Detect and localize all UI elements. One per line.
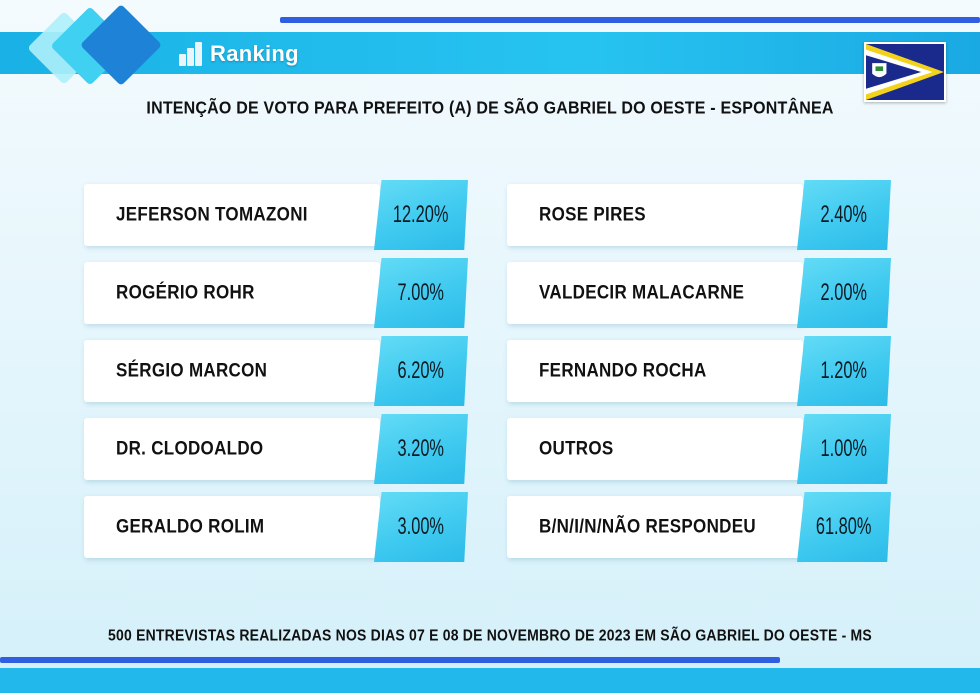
candidate-name-box: DR. CLODOALDO [84,418,380,480]
candidate-name-box: ROGÉRIO ROHR [84,262,380,324]
bottom-accent-line [0,657,780,663]
candidate-row: ROSE PIRES 2.40% [507,180,897,250]
percentage-box: 1.20% [797,336,891,406]
ranking-logo: Ranking [176,38,299,70]
candidate-name-box: SÉRGIO MARCON [84,340,380,402]
percentage-label: 3.20% [397,435,445,462]
candidate-row: GERALDO ROLIM 3.00% [84,492,474,562]
survey-footnote: 500 ENTREVISTAS REALIZADAS NOS DIAS 07 E… [108,626,872,644]
percentage-label: 1.20% [820,357,868,384]
candidate-row: OUTROS 1.00% [507,414,897,484]
header-band [0,32,980,74]
candidate-name-box: JEFERSON TOMAZONI [84,184,380,246]
candidate-name: ROSE PIRES [539,203,646,226]
candidate-row: JEFERSON TOMAZONI 12.20% [84,180,474,250]
candidate-row: B/N/I/N/NÃO RESPONDEU 61.80% [507,492,897,562]
candidate-name-box: ROSE PIRES [507,184,803,246]
candidate-name-box: B/N/I/N/NÃO RESPONDEU [507,496,803,558]
percentage-label: 6.20% [397,357,445,384]
percentage-label: 12.20% [393,201,449,228]
percentage-box: 6.20% [374,336,468,406]
percentage-box: 3.00% [374,492,468,562]
percentage-box: 3.20% [374,414,468,484]
percentage-label: 7.00% [397,279,445,306]
candidate-name: FERNANDO ROCHA [539,359,707,382]
percentage-box: 12.20% [374,180,468,250]
municipal-flag [864,42,946,102]
candidate-name: B/N/I/N/NÃO RESPONDEU [539,515,756,538]
candidate-name: OUTROS [539,437,614,460]
candidate-row: DR. CLODOALDO 3.20% [84,414,474,484]
candidate-name-box: GERALDO ROLIM [84,496,380,558]
percentage-label: 3.00% [397,513,445,540]
candidate-row: SÉRGIO MARCON 6.20% [84,336,474,406]
candidate-name: DR. CLODOALDO [116,437,264,460]
percentage-box: 1.00% [797,414,891,484]
logo-text: Ranking [210,41,299,66]
footer-band [0,668,980,693]
percentage-label: 1.00% [820,435,868,462]
candidate-name: SÉRGIO MARCON [116,359,268,382]
candidate-name: GERALDO ROLIM [116,515,265,538]
percentage-box: 2.00% [797,258,891,328]
candidate-row: FERNANDO ROCHA 1.20% [507,336,897,406]
top-accent-line [280,17,980,23]
percentage-label: 2.40% [820,201,868,228]
candidate-name-box: OUTROS [507,418,803,480]
percentage-box: 61.80% [797,492,891,562]
percentage-box: 2.40% [797,180,891,250]
candidate-name-box: FERNANDO ROCHA [507,340,803,402]
candidate-name-box: VALDECIR MALACARNE [507,262,803,324]
percentage-label: 61.80% [816,513,872,540]
percentage-box: 7.00% [374,258,468,328]
candidate-row: VALDECIR MALACARNE 2.00% [507,258,897,328]
candidate-name: VALDECIR MALACARNE [539,281,745,304]
candidate-name: JEFERSON TOMAZONI [116,203,308,226]
percentage-label: 2.00% [820,279,868,306]
bar-chart-icon [176,40,206,68]
candidate-row: ROGÉRIO ROHR 7.00% [84,258,474,328]
candidate-name: ROGÉRIO ROHR [116,281,255,304]
chart-title: INTENÇÃO DE VOTO PARA PREFEITO (A) DE SÃ… [146,98,834,118]
